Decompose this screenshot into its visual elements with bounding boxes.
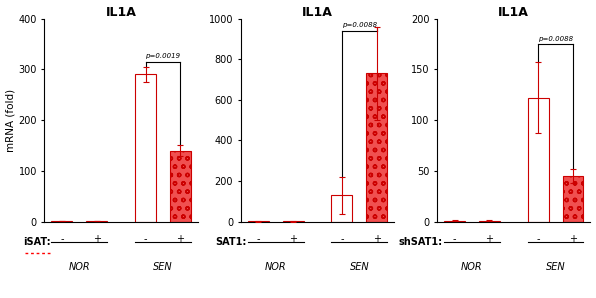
Bar	[331, 195, 352, 222]
Text: +: +	[176, 234, 184, 244]
Text: NOR: NOR	[69, 262, 90, 272]
Bar	[51, 221, 72, 222]
Bar	[527, 98, 549, 222]
Text: +: +	[93, 234, 101, 244]
Text: SEN: SEN	[153, 262, 173, 272]
Text: -: -	[256, 234, 260, 244]
Title: IL1A: IL1A	[105, 6, 136, 18]
Text: iSAT:: iSAT:	[23, 237, 51, 247]
Text: -: -	[536, 234, 540, 244]
Text: +: +	[485, 234, 493, 244]
Bar	[563, 176, 583, 222]
Text: p=0.0019: p=0.0019	[145, 53, 181, 59]
Text: NOR: NOR	[461, 262, 483, 272]
Title: IL1A: IL1A	[302, 6, 333, 18]
Title: IL1A: IL1A	[498, 6, 529, 18]
Text: -: -	[144, 234, 147, 244]
Text: SAT1:: SAT1:	[215, 237, 247, 247]
Text: -: -	[340, 234, 344, 244]
Text: NOR: NOR	[265, 262, 287, 272]
Text: SEN: SEN	[546, 262, 566, 272]
Text: +: +	[289, 234, 297, 244]
Text: +: +	[569, 234, 577, 244]
Text: p=0.0088: p=0.0088	[538, 35, 573, 41]
Text: shSAT1:: shSAT1:	[399, 237, 443, 247]
Text: SEN: SEN	[349, 262, 369, 272]
Bar	[479, 221, 500, 222]
Bar	[86, 221, 107, 222]
Y-axis label: mRNA (fold): mRNA (fold)	[5, 89, 15, 152]
Text: -: -	[453, 234, 457, 244]
Bar	[135, 74, 156, 222]
Bar	[444, 221, 465, 222]
Bar	[170, 150, 191, 222]
Text: -: -	[60, 234, 64, 244]
Text: p=0.0088: p=0.0088	[342, 22, 377, 28]
Bar	[366, 73, 387, 222]
Text: +: +	[372, 234, 381, 244]
